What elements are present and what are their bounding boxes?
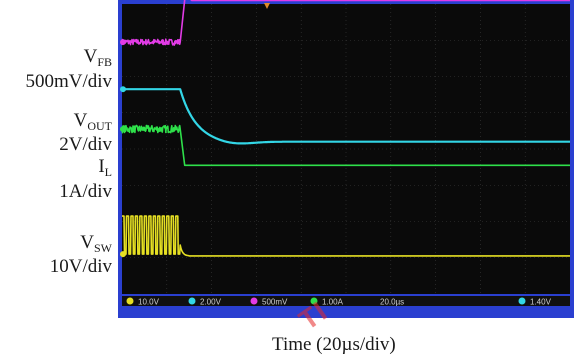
ch1-scale: 10.0V — [138, 298, 160, 307]
ch1-marker-icon — [126, 297, 134, 305]
ch4-marker-icon — [310, 297, 318, 305]
vfb-ground-marker-icon — [120, 39, 126, 46]
vfb-label: VFB — [83, 46, 112, 69]
vsw-ground-marker-icon — [120, 251, 126, 258]
ch2-scale: 2.00V — [200, 298, 222, 307]
ch3-scale: 500mV — [262, 298, 288, 307]
vout-ground-marker-icon — [120, 86, 126, 93]
vout-label: VOUT — [73, 110, 112, 133]
x-axis-label: Time (20µs/div) — [272, 334, 396, 355]
trace-labels: VFB 500mV/div VOUT 2V/div IL 1A/div VSW … — [0, 0, 118, 300]
status-bar: 10.0V 2.00V 500mV 1.00A 20.0µs 1.40V — [122, 296, 570, 307]
il-ground-marker-icon — [120, 126, 126, 133]
vout-scale: 2V/div — [59, 134, 112, 155]
vsw-scale: 10V/div — [49, 256, 112, 277]
ch4-scale: 1.00A — [322, 298, 344, 307]
il-scale: 1A/div — [59, 181, 112, 202]
vfb-scale: 500mV/div — [25, 71, 112, 92]
timebase-readout: 20.0µs — [380, 298, 404, 307]
ch3-marker-icon — [250, 297, 258, 305]
ch2-marker-icon — [188, 297, 196, 305]
trigger-position-icon — [264, 3, 270, 9]
trigger-level: 1.40V — [530, 298, 552, 307]
il-label: IL — [98, 156, 112, 179]
oscilloscope-screen: 10.0V 2.00V 500mV 1.00A 20.0µs 1.40V — [118, 0, 574, 318]
trigger-marker-icon — [518, 297, 526, 305]
scope-grid — [122, 4, 570, 294]
vout-trace — [121, 88, 571, 145]
vfb-trace — [121, 0, 571, 46]
vsw-label: VSW — [80, 232, 112, 255]
il-trace — [121, 124, 571, 167]
vsw-trace — [121, 215, 571, 257]
scope-traces — [120, 0, 571, 258]
